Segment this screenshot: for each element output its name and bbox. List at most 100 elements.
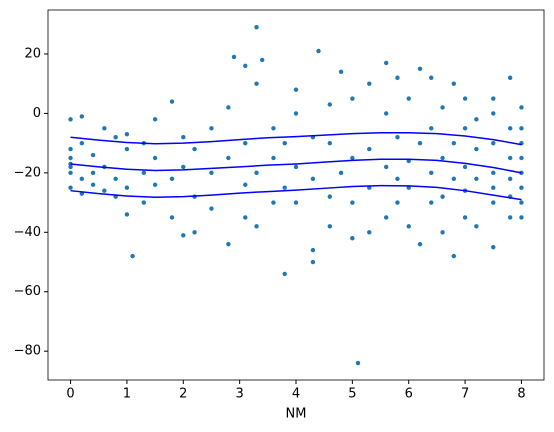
point [124, 185, 130, 190]
point [440, 105, 445, 110]
line [70, 158, 522, 174]
point [338, 69, 344, 75]
y-tick-label: 0 [33, 106, 41, 121]
point [417, 241, 423, 247]
point [282, 271, 287, 277]
x-tick-label: 1 [123, 387, 131, 402]
point [124, 212, 130, 217]
point [383, 215, 389, 220]
point [519, 200, 524, 205]
x-tick-label: 6 [405, 387, 413, 402]
point [293, 111, 299, 116]
x-tick-label: 0 [66, 387, 74, 402]
point [169, 176, 175, 182]
point [507, 176, 513, 182]
point [271, 126, 276, 131]
point [451, 176, 457, 182]
point [462, 126, 468, 131]
point [367, 81, 372, 86]
y-tick-label: −20 [14, 165, 41, 180]
point [254, 25, 259, 30]
point [79, 140, 85, 146]
point [451, 81, 457, 86]
y-tick-label: 20 [24, 46, 41, 61]
point [310, 247, 316, 253]
point [282, 185, 287, 190]
point [124, 146, 130, 152]
point [350, 155, 355, 161]
point [395, 134, 400, 140]
point [124, 132, 130, 137]
point [440, 194, 445, 199]
point [231, 54, 237, 60]
plot-frame [47, 9, 545, 381]
point [474, 176, 479, 182]
point [271, 155, 276, 161]
point [243, 182, 248, 187]
point [316, 48, 321, 54]
point [491, 140, 496, 146]
point [406, 96, 411, 101]
point [491, 244, 496, 250]
point [226, 155, 231, 161]
point [293, 87, 299, 92]
x-tick-label: 2 [179, 387, 187, 402]
point [169, 215, 175, 220]
point [462, 215, 468, 220]
x-tick-label: 5 [348, 387, 356, 402]
point [451, 140, 457, 146]
point [417, 140, 423, 146]
point [383, 111, 389, 116]
point [152, 155, 158, 161]
point [130, 253, 135, 259]
y-tick-label: −40 [14, 225, 41, 240]
point [491, 185, 496, 190]
point [367, 230, 372, 235]
x-tick-label: 7 [461, 387, 469, 402]
point [152, 117, 158, 122]
point [181, 164, 186, 170]
point [102, 188, 107, 193]
point [327, 102, 333, 107]
point [209, 206, 214, 211]
point [293, 164, 299, 170]
point [254, 81, 259, 86]
point [243, 140, 248, 146]
line [70, 131, 522, 146]
point [90, 152, 96, 158]
point [367, 146, 372, 152]
x-axis-label: NM [286, 407, 307, 422]
point [474, 146, 479, 152]
point [102, 126, 107, 131]
point [491, 200, 496, 205]
x-tick-label: 8 [517, 387, 525, 402]
point [169, 99, 175, 104]
point [181, 134, 186, 140]
point [90, 182, 96, 187]
point [491, 96, 496, 101]
point [350, 236, 355, 241]
y-tick-label: −80 [14, 344, 41, 359]
point [141, 200, 147, 205]
point [462, 96, 468, 101]
point [259, 57, 265, 63]
point [181, 233, 186, 238]
point [310, 176, 316, 182]
x-tick-label: 4 [292, 387, 300, 402]
point [507, 215, 513, 220]
point [327, 194, 333, 199]
point [519, 126, 524, 131]
point [451, 253, 457, 259]
point [113, 134, 118, 140]
point [226, 105, 231, 110]
point [429, 126, 434, 131]
point [327, 224, 333, 229]
point [271, 200, 276, 205]
point [429, 170, 434, 176]
point [192, 146, 197, 152]
point [79, 176, 85, 182]
point [440, 230, 445, 235]
point [68, 185, 73, 190]
point [350, 200, 355, 205]
point [350, 96, 355, 101]
